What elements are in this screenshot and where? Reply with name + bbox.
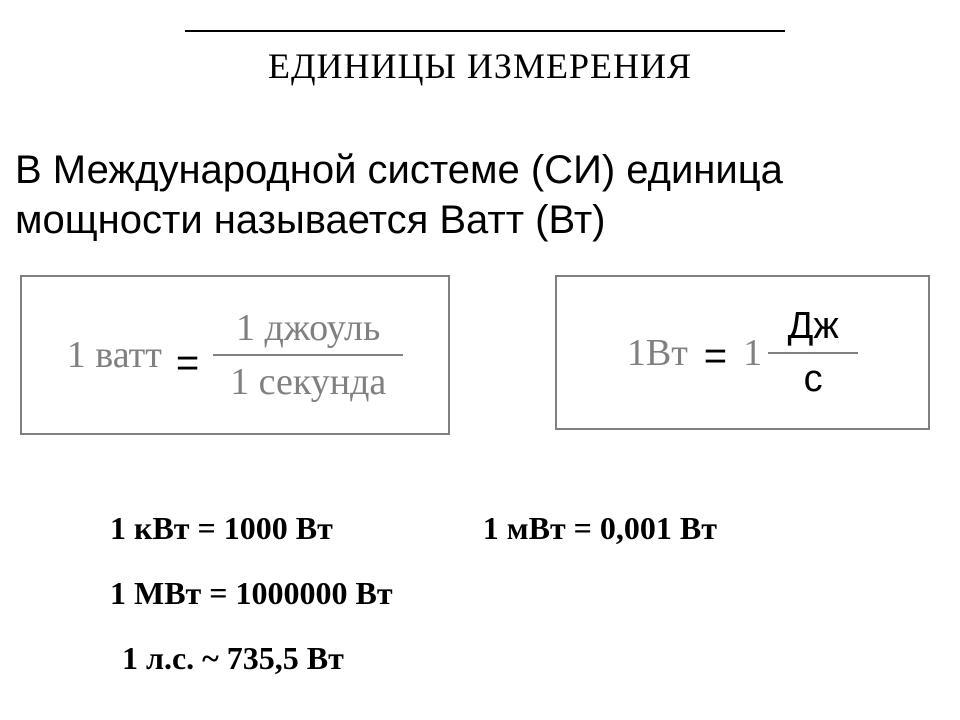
page-title: ЕДИНИЦЫ ИЗМЕРЕНИЯ (0, 45, 960, 87)
formula2-equals: = (704, 334, 727, 379)
formula1-equals: = (176, 341, 199, 386)
description-text: В Международной системе (СИ) единица мощ… (15, 145, 945, 245)
top-divider (185, 30, 785, 32)
formula2-fraction: Дж с (768, 305, 858, 401)
conv-mw-small: 1 мВт = 0,001 Вт (483, 510, 717, 547)
formula2-left: 1Вт (627, 331, 688, 375)
formula1-numerator: 1 джоуль (228, 306, 388, 354)
formula-box-words: 1 ватт = 1 джоуль 1 секунда (20, 275, 450, 435)
conversions-row-2: 1 МВт = 1000000 Вт (110, 575, 910, 612)
formula1-denominator: 1 секунда (222, 356, 394, 404)
conversions-row-3: 1 л.с. ~ 735,5 Вт (110, 640, 910, 677)
formula2-denominator: с (798, 354, 829, 401)
formula2-numerator: Дж (782, 305, 845, 352)
formula2-one: 1 (743, 331, 762, 375)
conversions-row-1: 1 кВт = 1000 Вт 1 мВт = 0,001 Вт (110, 510, 910, 547)
conv-mw-mega: 1 МВт = 1000000 Вт (110, 575, 393, 611)
conv-hp: 1 л.с. ~ 735,5 Вт (122, 640, 344, 676)
formula2-right: 1 Дж с (743, 305, 858, 401)
formula1-left: 1 ватт (67, 333, 162, 377)
formula-box-symbols: 1Вт = 1 Дж с (555, 275, 930, 430)
formula1-fraction: 1 джоуль 1 секунда (213, 306, 403, 404)
conv-kw: 1 кВт = 1000 Вт (110, 510, 333, 547)
conversions-block: 1 кВт = 1000 Вт 1 мВт = 0,001 Вт 1 МВт =… (110, 510, 910, 677)
